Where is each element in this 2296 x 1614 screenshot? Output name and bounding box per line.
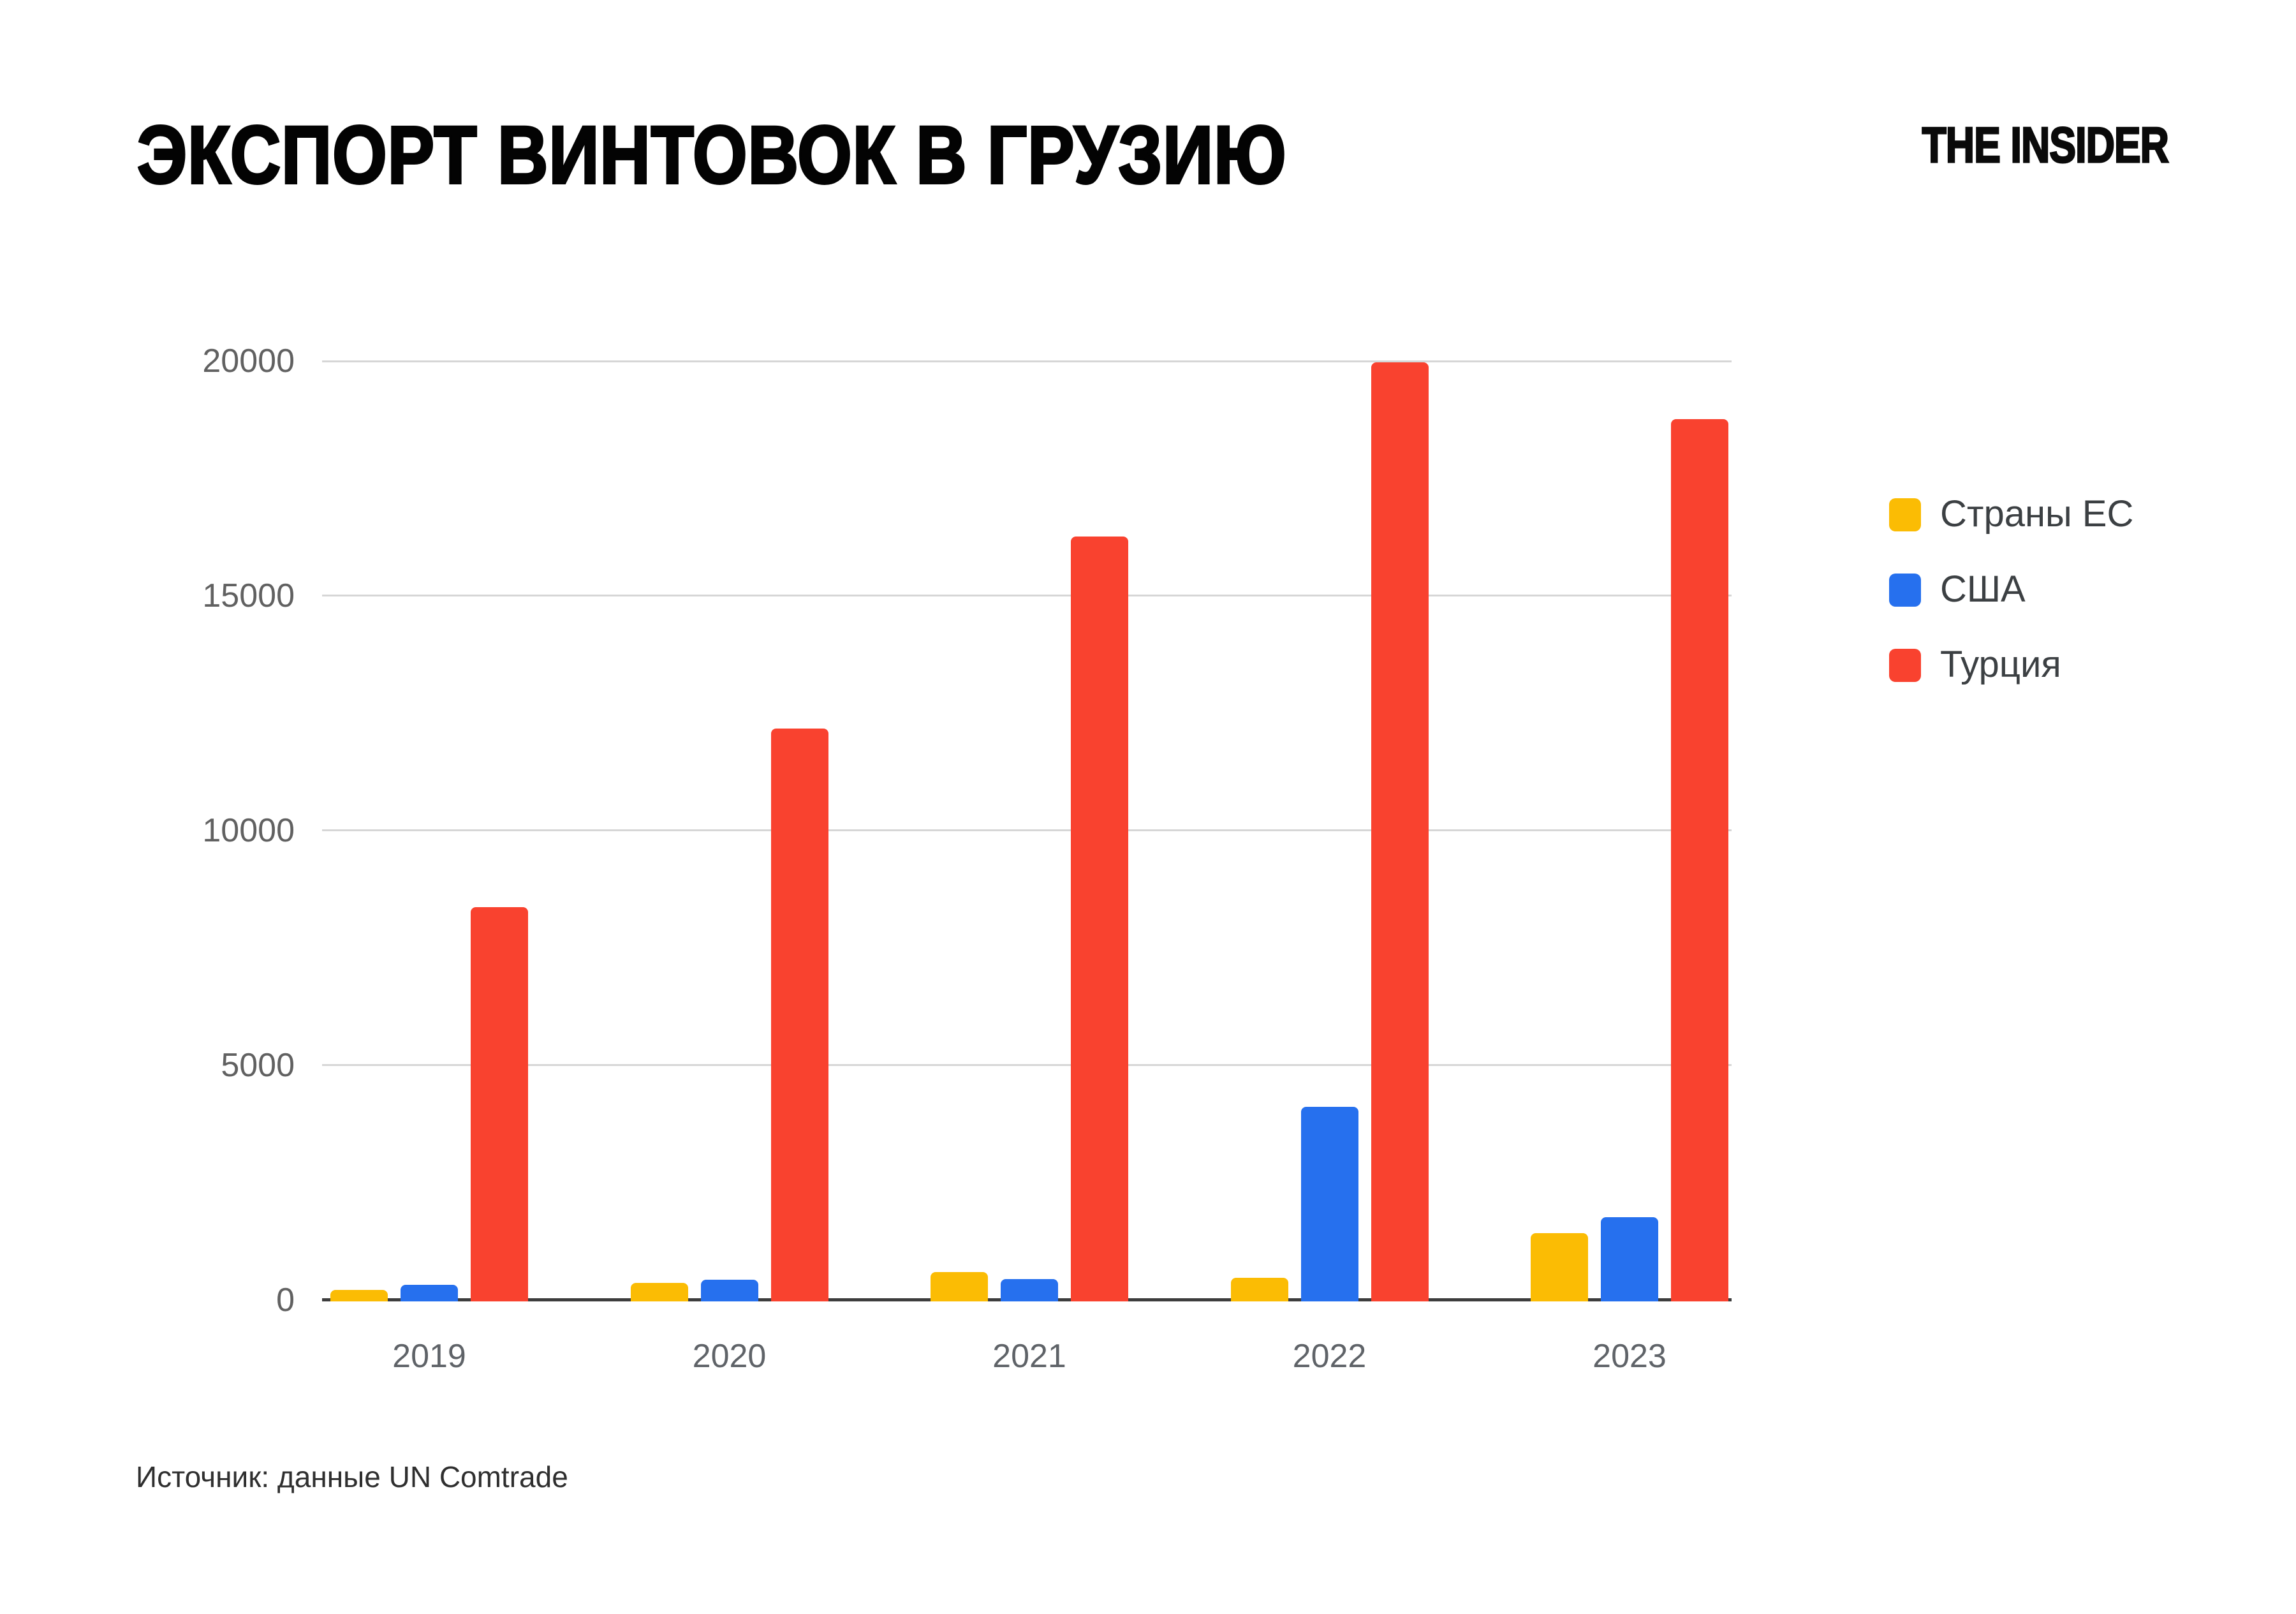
gridline-20000 bbox=[322, 360, 1732, 362]
brand-logo: THE INSIDER bbox=[1921, 116, 2170, 174]
bar-usa-2022 bbox=[1301, 1107, 1358, 1301]
legend-label-usa: США bbox=[1940, 568, 2026, 610]
x-tick-label-2019: 2019 bbox=[392, 1338, 466, 1375]
x-tick-label-2021: 2021 bbox=[992, 1338, 1066, 1375]
bar-turkey-2021 bbox=[1071, 537, 1128, 1301]
y-tick-label-20000: 20000 bbox=[202, 343, 295, 380]
bar-eu-2023 bbox=[1531, 1233, 1588, 1301]
bar-usa-2020 bbox=[701, 1280, 758, 1301]
bar-turkey-2023 bbox=[1671, 419, 1728, 1301]
bar-usa-2023 bbox=[1601, 1217, 1658, 1301]
bar-eu-2022 bbox=[1231, 1278, 1288, 1301]
gridline-5000 bbox=[322, 1064, 1732, 1067]
bar-eu-2019 bbox=[330, 1290, 388, 1301]
y-tick-label-10000: 10000 bbox=[202, 811, 295, 849]
bar-eu-2021 bbox=[931, 1272, 988, 1301]
legend-swatch-eu bbox=[1889, 498, 1921, 531]
legend-swatch-turkey bbox=[1889, 649, 1921, 682]
bar-usa-2019 bbox=[401, 1285, 458, 1301]
bar-turkey-2019 bbox=[471, 907, 528, 1301]
x-tick-label-2023: 2023 bbox=[1593, 1338, 1667, 1375]
legend-label-eu: Страны ЕС bbox=[1940, 492, 2134, 535]
legend-swatch-usa bbox=[1889, 574, 1921, 607]
source-note: Источник: данные UN Comtrade bbox=[136, 1460, 568, 1493]
y-tick-label-15000: 15000 bbox=[202, 577, 295, 614]
bar-turkey-2022 bbox=[1371, 362, 1429, 1301]
x-tick-label-2022: 2022 bbox=[1292, 1338, 1367, 1375]
legend-label-turkey: Турция bbox=[1940, 643, 2061, 685]
y-tick-label-5000: 5000 bbox=[221, 1046, 295, 1084]
x-tick-label-2020: 2020 bbox=[692, 1338, 767, 1375]
y-tick-label-0: 0 bbox=[276, 1281, 295, 1319]
bar-usa-2021 bbox=[1001, 1279, 1058, 1301]
bar-turkey-2020 bbox=[771, 729, 828, 1301]
gridline-10000 bbox=[322, 829, 1732, 832]
bar-eu-2020 bbox=[631, 1283, 688, 1301]
page-title: ЭКСПОРТ ВИНТОВОК В ГРУЗИЮ bbox=[136, 108, 1287, 202]
gridline-15000 bbox=[322, 595, 1732, 597]
